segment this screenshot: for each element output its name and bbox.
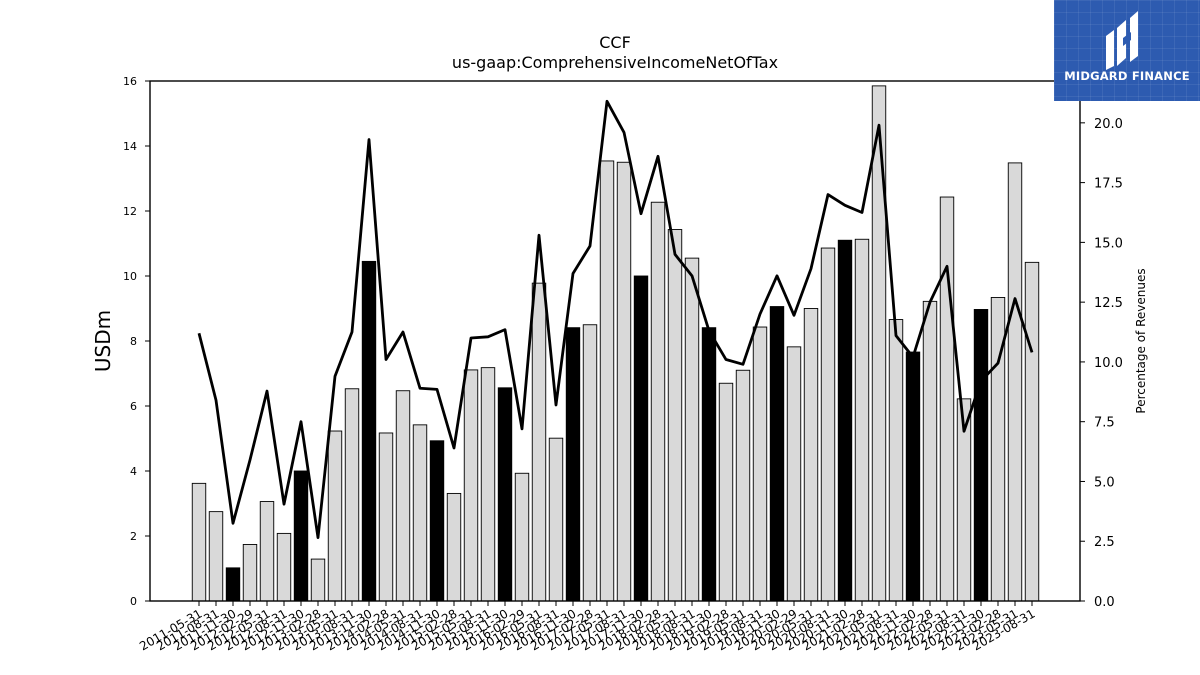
line-group	[197, 99, 1034, 540]
bar	[293, 470, 309, 602]
series-line	[197, 99, 1034, 540]
y-tick-label: 16	[123, 75, 137, 88]
bar	[616, 161, 632, 602]
y2-tick-label: 5.0	[1094, 475, 1115, 490]
bar	[905, 351, 921, 602]
y-tick-label: 10	[123, 270, 137, 283]
bar	[786, 346, 802, 602]
bar	[922, 300, 938, 602]
bar	[888, 319, 904, 602]
bar	[854, 238, 870, 602]
bar	[820, 247, 836, 602]
bar	[837, 239, 853, 602]
bar	[191, 482, 207, 602]
bar	[463, 369, 479, 602]
bar	[667, 229, 683, 602]
bar	[871, 85, 887, 602]
bar	[718, 382, 734, 602]
y2-tick-label: 17.5	[1094, 177, 1123, 192]
bar	[599, 160, 615, 602]
bar	[735, 369, 751, 602]
bar	[276, 532, 292, 602]
y-tick-label: 8	[130, 335, 137, 348]
bar	[395, 390, 411, 602]
bar	[633, 275, 649, 602]
y-tick-label: 4	[130, 465, 137, 478]
bar	[1007, 162, 1023, 602]
y2-tick-label: 2.5	[1094, 535, 1115, 550]
brand-name: MIDGARD FINANCE	[1064, 69, 1190, 83]
x-axis: 2011-05-312011-08-312011-11-302012-02-29…	[137, 601, 1038, 653]
y2-tick-label: 7.5	[1094, 416, 1115, 431]
bar	[650, 201, 666, 602]
bar	[497, 387, 513, 602]
bar	[344, 388, 360, 602]
bar	[973, 309, 989, 602]
y2-tick-label: 20.0	[1094, 117, 1123, 132]
y-tick-label: 6	[130, 400, 137, 413]
right-axis: 0.0 2.5 5.0 7.5 10.0 12.5 15.0 17.5 20.0	[1080, 117, 1123, 610]
left-axis: 0 2 4 6 8 10 12 14 16	[123, 75, 150, 608]
bar	[548, 437, 564, 602]
bar	[565, 327, 581, 602]
bar	[752, 326, 768, 602]
bar	[769, 306, 785, 602]
y-tick-label: 2	[130, 530, 137, 543]
bar	[531, 282, 547, 602]
y-tick-label: 14	[123, 140, 137, 153]
y2-tick-label: 15.0	[1094, 236, 1123, 251]
bar	[242, 544, 258, 602]
bar	[582, 324, 598, 602]
y-tick-label: 0	[130, 595, 137, 608]
y2-tick-label: 0.0	[1094, 595, 1115, 610]
bar	[939, 196, 955, 602]
bar	[361, 260, 377, 602]
bar	[378, 432, 394, 602]
bar	[514, 472, 530, 602]
midgard-logo-icon	[1106, 11, 1138, 70]
bar	[412, 424, 428, 602]
y-axis-label: USDm	[91, 310, 115, 372]
chart-title: CCF	[599, 33, 631, 52]
bar	[684, 257, 700, 602]
bar	[225, 567, 241, 602]
bar	[429, 440, 445, 602]
bar	[310, 558, 326, 602]
bar	[803, 308, 819, 602]
bar	[259, 501, 275, 602]
y2-axis-label: Percentage of Revenues	[1134, 268, 1148, 413]
y2-tick-label: 12.5	[1094, 296, 1123, 311]
bar	[701, 327, 717, 602]
brand-logo: MIDGARD FINANCE	[1054, 0, 1200, 101]
bar	[446, 492, 462, 602]
bar	[1024, 261, 1040, 602]
y-tick-label: 12	[123, 205, 137, 218]
bar	[480, 367, 496, 602]
bar	[327, 430, 343, 602]
bar	[208, 511, 224, 602]
chart-subtitle: us-gaap:ComprehensiveIncomeNetOfTax	[452, 53, 778, 72]
y2-tick-label: 10.0	[1094, 356, 1123, 371]
